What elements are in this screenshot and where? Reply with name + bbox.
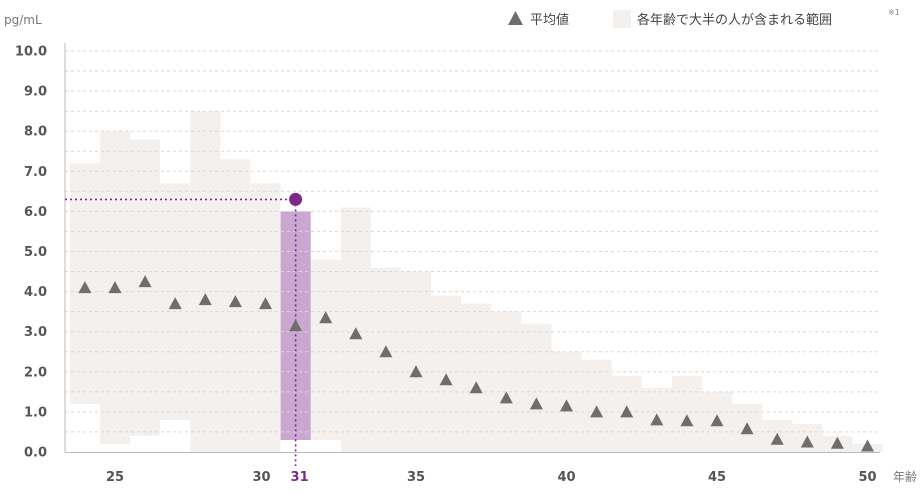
x-tick-label: 30 <box>252 470 270 485</box>
y-tick-labels: 0.0 1.0 2.0 3.0 4.0 5.0 6.0 7.0 8.0 9.0 10.0 <box>15 45 47 461</box>
range-bar <box>521 323 552 452</box>
mean-marker <box>138 275 152 288</box>
y-tick-label: 1.0 <box>24 405 47 420</box>
mean-marker <box>349 327 363 340</box>
mean-marker <box>198 293 212 306</box>
range-bar <box>491 311 522 452</box>
mean-marker <box>620 405 634 418</box>
y-tick-label: 4.0 <box>24 285 47 300</box>
range-bar <box>130 139 161 436</box>
mean-marker <box>409 365 423 378</box>
y-tick-label: 8.0 <box>24 125 47 140</box>
legend-mean-label: 平均値 <box>530 12 569 28</box>
y-tick-label: 9.0 <box>24 85 47 100</box>
mean-marker <box>78 281 92 294</box>
grid-lines <box>65 50 880 433</box>
highlight-point-group <box>289 192 303 206</box>
y-unit-label: pg/mL <box>4 13 42 27</box>
legend-range-swatch <box>613 10 631 28</box>
range-bar <box>400 271 431 452</box>
mean-marker <box>289 319 303 332</box>
range-bar <box>310 259 341 440</box>
mean-marker <box>590 405 604 418</box>
mean-marker <box>168 297 182 310</box>
x-tick-label: 40 <box>557 470 575 485</box>
mean-marker <box>319 311 333 324</box>
highlight-point <box>289 192 303 206</box>
mean-marker <box>499 391 513 404</box>
x-tick-label: 45 <box>708 470 726 485</box>
legend-mean-icon <box>508 11 523 25</box>
range-bars <box>69 111 883 453</box>
mean-marker <box>469 381 483 394</box>
mean-marker <box>259 297 272 310</box>
y-tick-label: 0.0 <box>24 446 47 461</box>
mean-marker <box>650 413 664 426</box>
mean-marker <box>830 436 844 449</box>
mean-marker <box>770 432 784 445</box>
mean-marker <box>560 399 573 412</box>
mean-marker <box>800 435 814 448</box>
mean-marker <box>228 295 242 308</box>
x-tick-label: 25 <box>106 470 124 485</box>
mean-marker <box>710 414 724 427</box>
range-bar <box>671 375 702 452</box>
range-bar <box>370 267 401 452</box>
x-tick-label: 50 <box>858 470 876 485</box>
range-bar <box>250 183 281 453</box>
y-tick-label: 2.0 <box>24 365 47 380</box>
mean-marker <box>680 414 694 427</box>
highlight-guides <box>65 198 297 466</box>
x-tick-label: 35 <box>407 470 425 485</box>
mean-marker <box>740 422 754 435</box>
y-tick-label: 10.0 <box>15 45 47 60</box>
x-tick-labels: 25 30 31 35 40 45 50 <box>106 470 877 485</box>
y-tick-label: 3.0 <box>24 325 47 340</box>
x-tick-label-highlight: 31 <box>291 470 309 485</box>
y-tick-label: 7.0 <box>24 165 47 180</box>
mean-marker <box>439 373 453 386</box>
legend-note: ※1 <box>888 8 900 17</box>
legend: 平均値 各年齢で大半の人が含まれる範囲 ※1 <box>508 8 900 28</box>
range-bar <box>190 111 221 452</box>
range-bar <box>461 303 492 452</box>
mean-marker <box>379 345 393 358</box>
mean-markers <box>78 275 874 452</box>
x-unit-label: 年齢 <box>893 469 917 484</box>
axes <box>64 43 880 453</box>
mean-marker <box>861 439 874 452</box>
mean-marker <box>108 281 122 294</box>
y-tick-label: 6.0 <box>24 205 47 220</box>
legend-range-label: 各年齢で大半の人が含まれる範囲 <box>637 12 832 28</box>
y-tick-label: 5.0 <box>24 245 47 260</box>
mean-marker <box>529 397 543 410</box>
